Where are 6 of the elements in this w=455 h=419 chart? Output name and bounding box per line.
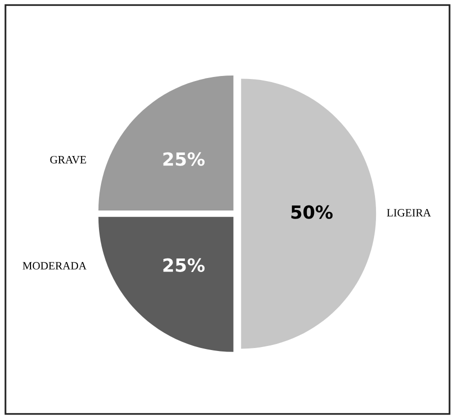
slice-label: LIGEIRA bbox=[386, 209, 431, 216]
data-label: 25% bbox=[163, 258, 205, 272]
slice-label: GRAVE bbox=[50, 156, 86, 164]
data-label: 50% bbox=[291, 205, 333, 219]
slice-label: MODERADA bbox=[22, 262, 87, 270]
data-label: 25% bbox=[163, 152, 205, 166]
